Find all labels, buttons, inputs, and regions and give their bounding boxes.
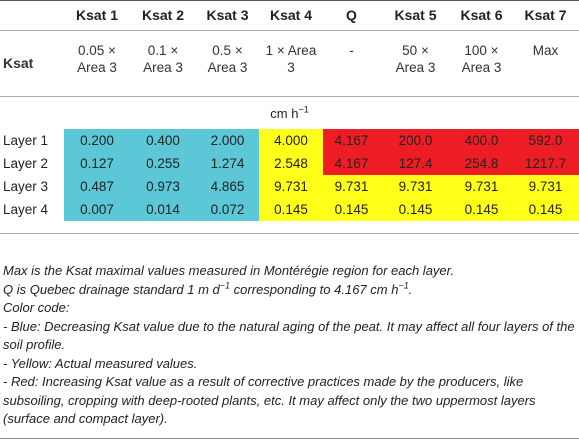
table-cell: 9.731 xyxy=(259,175,323,198)
header-ksat-1: Ksat 1 xyxy=(64,0,130,31)
table-row: Layer 3 0.487 0.973 4.865 9.731 9.731 9.731 9.7… xyxy=(0,175,579,198)
table-row: Layer 1 0.200 0.400 2.000 4.000 4.167 200.0 400… xyxy=(0,129,579,152)
table-cell: 0.145 xyxy=(323,198,380,221)
row-label: Layer 2 xyxy=(0,152,64,175)
row-label: Layer 3 xyxy=(0,175,64,198)
header-ksat-6: Ksat 6 xyxy=(451,0,512,31)
table-cell: 4.865 xyxy=(196,175,259,198)
table-cell: 9.731 xyxy=(512,175,579,198)
table-cell: 0.127 xyxy=(64,152,130,175)
table-cell: 0.007 xyxy=(64,198,130,221)
header-ksat-4: Ksat 4 xyxy=(259,0,323,31)
header-ksat-7: Ksat 7 xyxy=(512,0,579,31)
table-cell: 200.0 xyxy=(380,129,451,152)
table-cell: 0.200 xyxy=(64,129,130,152)
description-cell: 0.1 × Area 3 xyxy=(130,30,196,97)
header-q: Q xyxy=(323,0,380,31)
table-cell: 0.255 xyxy=(130,152,196,175)
note-q: Q is Quebec drainage standard 1 m d−1 co… xyxy=(3,280,413,297)
table-cell: 0.145 xyxy=(451,198,512,221)
table-cell: 2.000 xyxy=(196,129,259,152)
table-cell: 1217.7 xyxy=(512,152,579,175)
table-bottom-rule xyxy=(0,221,579,234)
note-red: - Red: Increasing Ksat value as a result… xyxy=(3,374,536,426)
table-cell: 0.014 xyxy=(130,198,196,221)
table-cell: 400.0 xyxy=(451,129,512,152)
header-ksat-5: Ksat 5 xyxy=(380,0,451,31)
unit-row: cm h−1 xyxy=(0,97,579,130)
table-row: Layer 4 0.007 0.014 0.072 0.145 0.145 0.145 0.1… xyxy=(0,198,579,221)
ksat-table: Ksat 1 Ksat 2 Ksat 3 Ksat 4 Q Ksat 5 Ksa… xyxy=(0,0,579,234)
row-label: Layer 1 xyxy=(0,129,64,152)
description-row: Ksat 0.05 × Area 3 0.1 × Area 3 0.5 × Area … xyxy=(0,30,579,97)
table-cell: 0.973 xyxy=(130,175,196,198)
table-cell: 0.145 xyxy=(259,198,323,221)
table-cell: 2.548 xyxy=(259,152,323,175)
bottom-rule xyxy=(0,438,579,439)
table-cell: 254.8 xyxy=(451,152,512,175)
table-cell: 4.167 xyxy=(323,129,380,152)
table-cell: 0.072 xyxy=(196,198,259,221)
table-cell: 9.731 xyxy=(323,175,380,198)
table-cell: 127.4 xyxy=(380,152,451,175)
table-cell: 592.0 xyxy=(512,129,579,152)
table-row: Layer 2 0.127 0.255 1.274 2.548 4.167 127.4 254… xyxy=(0,152,579,175)
description-cell: 100 × Area 3 xyxy=(451,30,512,97)
note-yellow: - Yellow: Actual measured values. xyxy=(3,355,198,371)
description-cell: - xyxy=(323,30,380,97)
description-cell: 0.5 × Area 3 xyxy=(196,30,259,97)
note-color-code: Color code: xyxy=(3,300,70,315)
description-cell: 50 × Area 3 xyxy=(380,30,451,97)
table-cell: 0.145 xyxy=(512,198,579,221)
table-cell: 0.145 xyxy=(380,198,451,221)
data-body: Layer 1 0.200 0.400 2.000 4.000 4.167 200.0 400… xyxy=(0,129,579,221)
header-row: Ksat 1 Ksat 2 Ksat 3 Ksat 4 Q Ksat 5 Ksa… xyxy=(0,0,579,31)
header-ksat-2: Ksat 2 xyxy=(130,0,196,31)
description-cell: 1 × Area 3 xyxy=(259,30,323,97)
ksat-table-block: Ksat 1 Ksat 2 Ksat 3 Ksat 4 Q Ksat 5 Ksa… xyxy=(0,0,579,234)
table-cell: 0.487 xyxy=(64,175,130,198)
table-cell: 4.000 xyxy=(259,129,323,152)
table-cell: 4.167 xyxy=(323,152,380,175)
table-cell: 9.731 xyxy=(380,175,451,198)
table-cell: 9.731 xyxy=(451,175,512,198)
note-blue: - Blue: Decreasing Ksat value due to the… xyxy=(3,318,575,353)
header-ksat-3: Ksat 3 xyxy=(196,0,259,31)
header-corner xyxy=(0,0,64,31)
row-label: Layer 4 xyxy=(0,198,64,221)
description-cell: 0.05 × Area 3 xyxy=(64,30,130,97)
table-notes: Max is the Ksat maximal values measured … xyxy=(3,262,575,429)
description-cell: Max xyxy=(512,30,579,97)
note-max: Max is the Ksat maximal values measured … xyxy=(3,263,455,278)
table-cell: 0.400 xyxy=(130,129,196,152)
unit-label: cm h−1 xyxy=(270,104,309,121)
description-row-label: Ksat xyxy=(0,30,64,97)
table-cell: 1.274 xyxy=(196,152,259,175)
